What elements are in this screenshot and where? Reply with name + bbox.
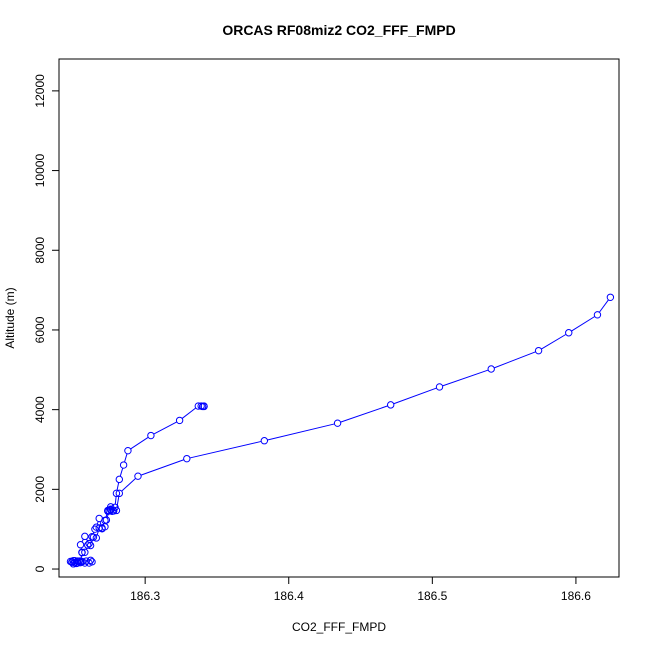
series-line-segment [541,333,567,350]
data-point [333,419,342,427]
y-axis: 0 2000 4000 6000 8000 10000 12000 [33,74,60,572]
series-line-segment [598,299,609,313]
y-axis-label: Altitude (m) [3,287,17,348]
data-point [102,516,111,524]
data-point [95,514,103,523]
data-point [565,329,573,337]
series-line-segment [116,482,120,491]
series-line-segment [140,459,184,476]
data-point [124,446,132,455]
x-tick-label: 186.5 [417,589,447,603]
x-axis: 186.3 186.4 186.5 186.6 [130,576,591,603]
data-point [534,346,543,355]
data-point [109,507,118,515]
series-line-segment [571,316,596,332]
x-tick-label: 186.3 [130,589,160,603]
data-point [183,454,191,463]
data-point [101,523,109,531]
series-line-segment [393,387,437,405]
data-point [260,437,269,445]
data-point [81,548,89,556]
y-tick-label: 0 [33,565,47,572]
data-point [134,472,142,480]
series-line-segment [267,423,335,441]
series-line-segment [442,369,489,387]
data-point [147,431,155,440]
data-point [84,541,92,549]
data-point [112,489,121,498]
data-point [76,541,85,549]
data-point [119,461,128,469]
data-point [86,541,95,550]
data-point [593,311,602,319]
data-point [386,401,395,409]
data-point [82,557,90,565]
data-point [92,534,101,542]
data-point [115,475,124,484]
series-line-segment [340,405,388,423]
y-tick-label: 4000 [33,396,47,423]
data-point [73,557,82,565]
data-point [606,293,615,301]
series-line-segment [119,467,124,477]
chart-title: ORCAS RF08miz2 CO2_FFF_FMPD [222,22,455,38]
data-point [111,503,119,511]
x-axis-label: CO2_FFF_FMPD [292,620,386,634]
series-line-segment [189,440,262,459]
y-tick-label: 12000 [33,74,47,108]
y-tick-label: 2000 [33,476,47,503]
series-line-segment [81,538,84,543]
data-point [88,558,96,566]
y-tick-label: 8000 [33,237,47,264]
data-point [78,548,86,557]
data-point [435,383,444,391]
data-point [194,402,202,410]
data-point [68,558,76,566]
y-tick-label: 10000 [33,154,47,188]
series-line-segment [96,530,99,536]
series-line-segment [153,421,178,435]
data-point [76,557,85,566]
y-tick-label: 6000 [33,316,47,343]
data-point [200,402,208,411]
data-point [91,525,99,533]
series-line-segment [181,407,197,419]
series-line-segment [124,453,128,463]
series-line-segment [130,436,149,450]
x-tick-label: 186.4 [274,589,304,603]
data-point [115,489,124,498]
data-point [88,533,96,541]
data-point [175,416,184,425]
series-layer [66,293,615,568]
series-line-segment [494,351,536,369]
data-point [81,532,89,541]
data-point [69,556,78,565]
data-point [487,365,495,373]
data-point [86,556,95,564]
series-line-segment [121,477,136,492]
x-tick-label: 186.6 [561,589,591,603]
data-point [85,539,93,548]
series-line-segment [114,496,117,505]
